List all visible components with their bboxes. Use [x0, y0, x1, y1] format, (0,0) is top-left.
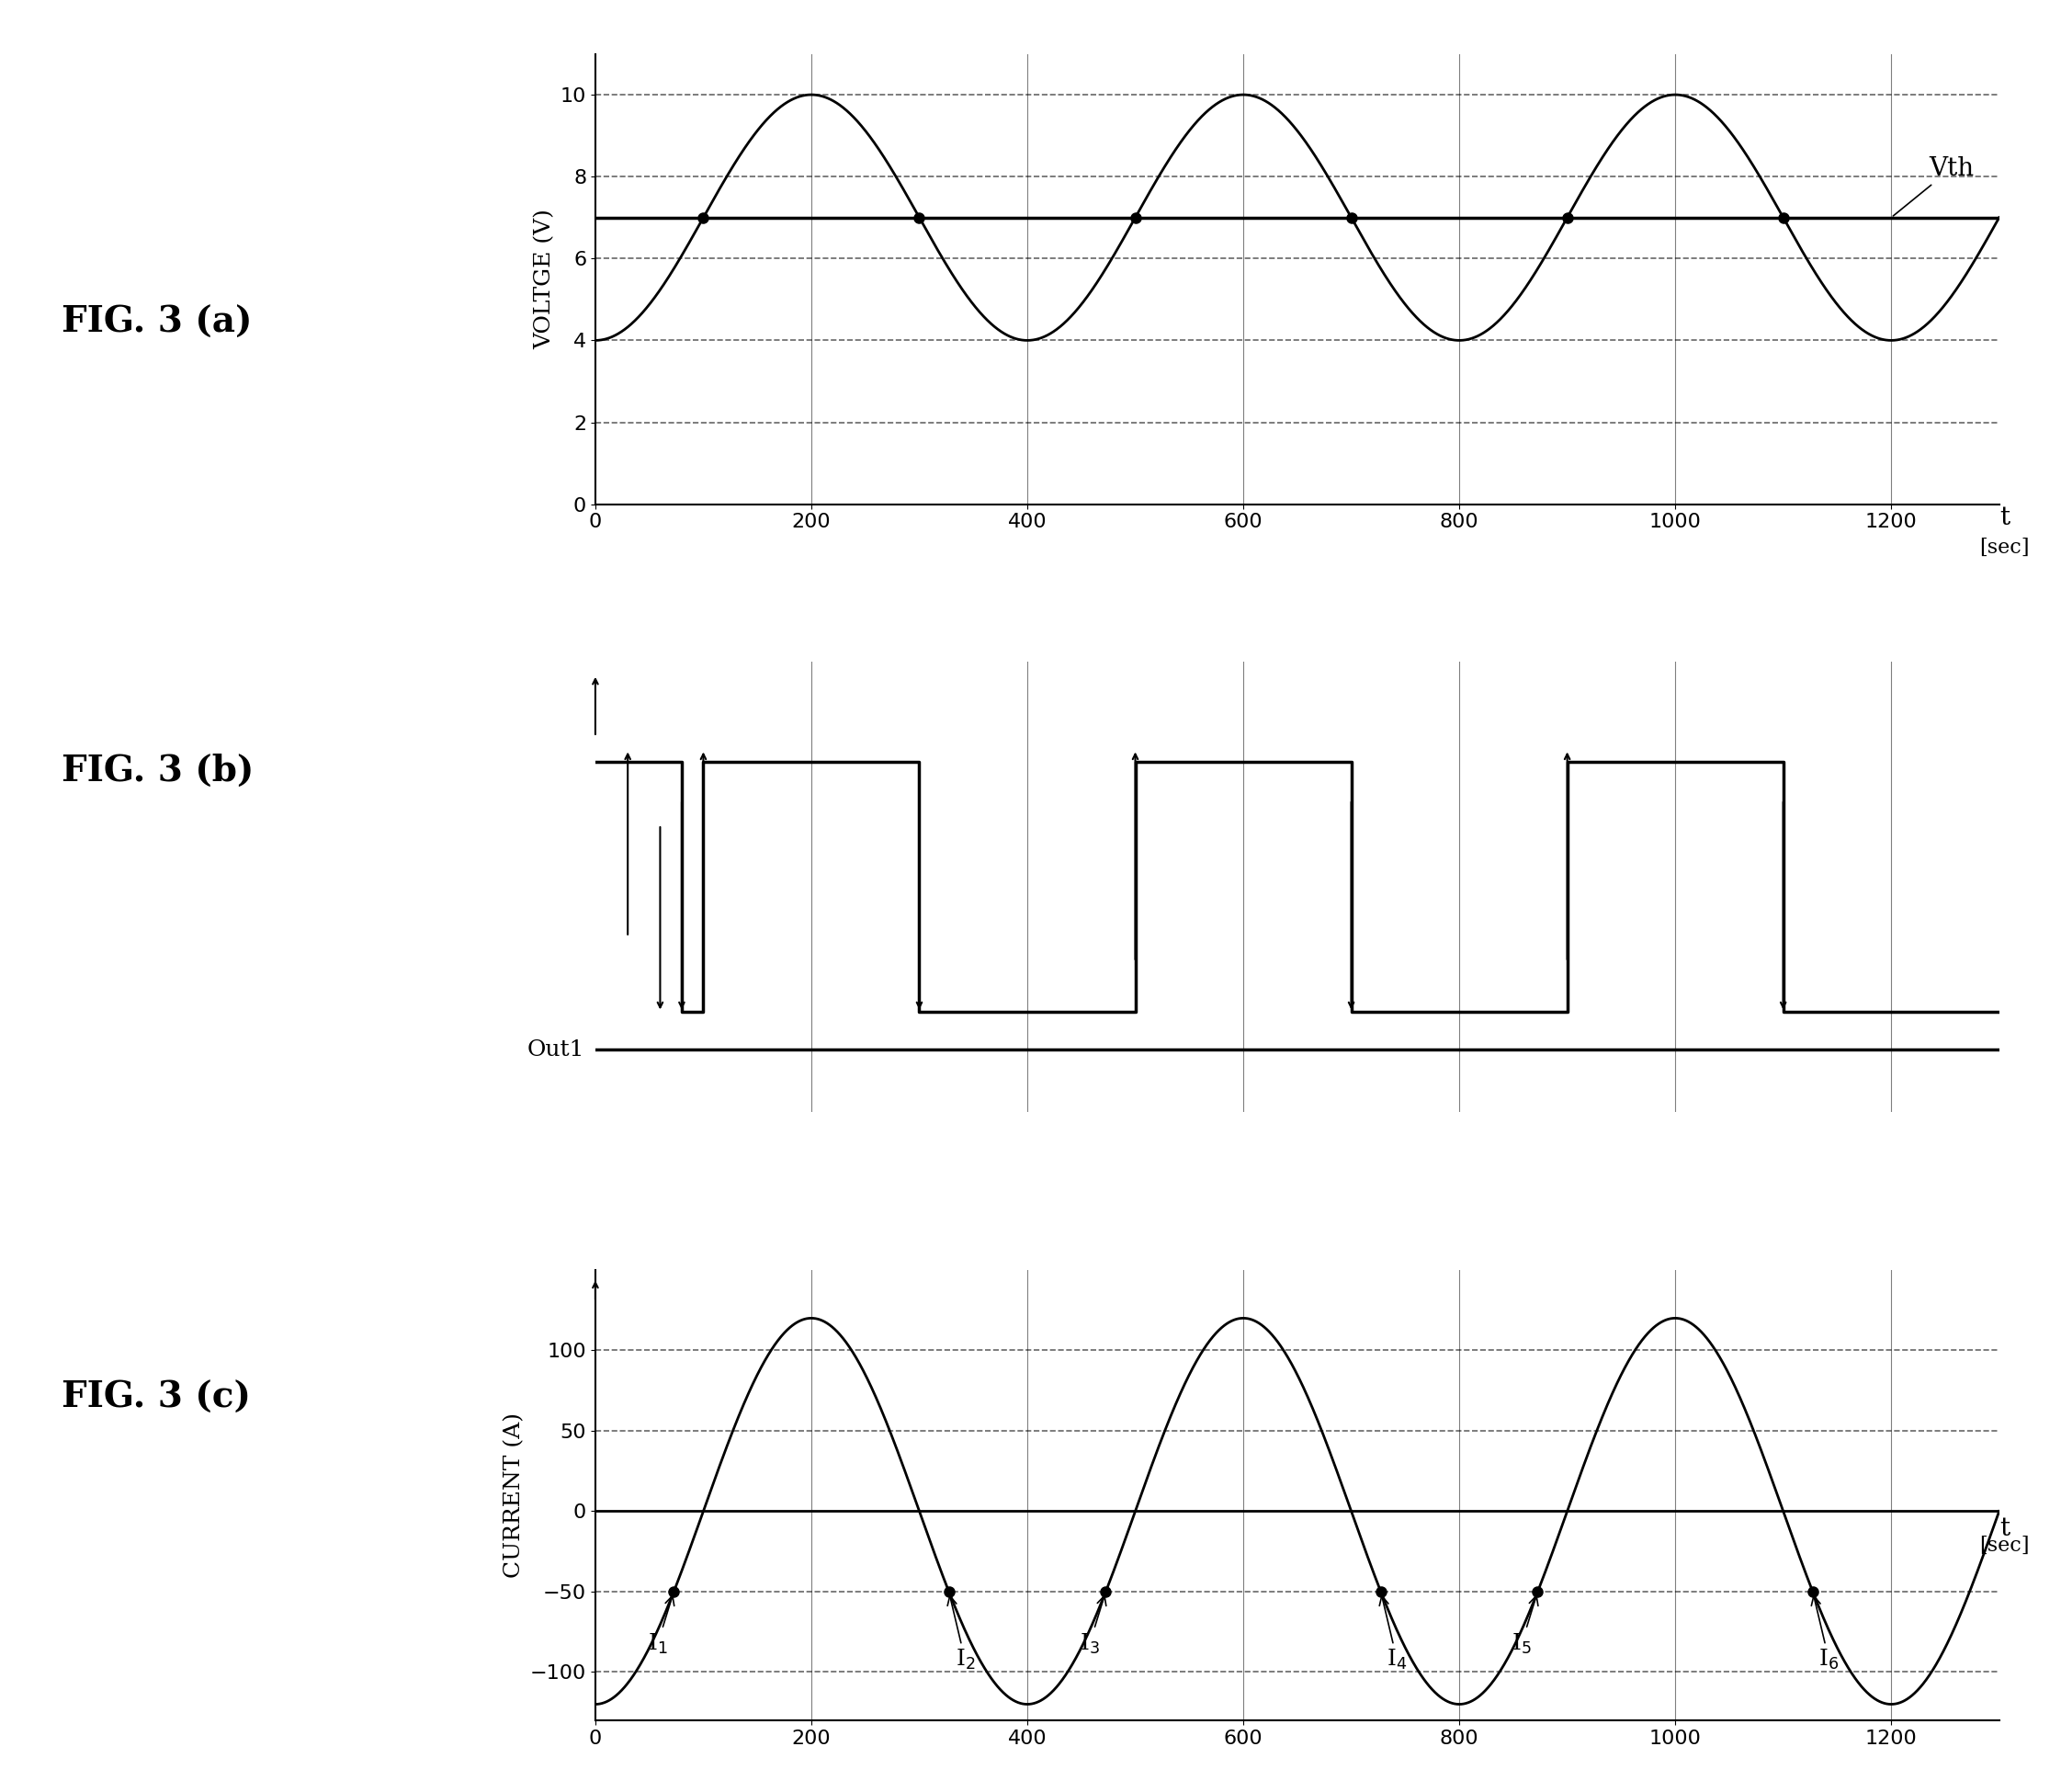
Text: t: t [1999, 505, 2009, 530]
Text: I$_6$: I$_6$ [1812, 1595, 1838, 1672]
Text: FIG. 3 (c): FIG. 3 (c) [62, 1380, 251, 1416]
Text: t: t [1999, 1516, 2009, 1541]
Text: I$_2$: I$_2$ [948, 1595, 975, 1672]
Text: I$_3$: I$_3$ [1080, 1595, 1107, 1656]
Text: I$_1$: I$_1$ [647, 1595, 674, 1656]
Text: [sec]: [sec] [1979, 538, 2030, 557]
Y-axis label: CURRENT (A): CURRENT (A) [503, 1412, 526, 1577]
Text: FIG. 3 (b): FIG. 3 (b) [62, 753, 254, 788]
Text: I$_5$: I$_5$ [1511, 1595, 1538, 1656]
Text: Vth: Vth [1894, 156, 1974, 217]
Text: FIG. 3 (a): FIG. 3 (a) [62, 305, 254, 340]
Y-axis label: VOLTGE (V): VOLTGE (V) [534, 208, 554, 349]
Text: Out1: Out1 [528, 1039, 585, 1061]
Text: [sec]: [sec] [1979, 1536, 2030, 1555]
Text: I$_4$: I$_4$ [1379, 1595, 1408, 1672]
